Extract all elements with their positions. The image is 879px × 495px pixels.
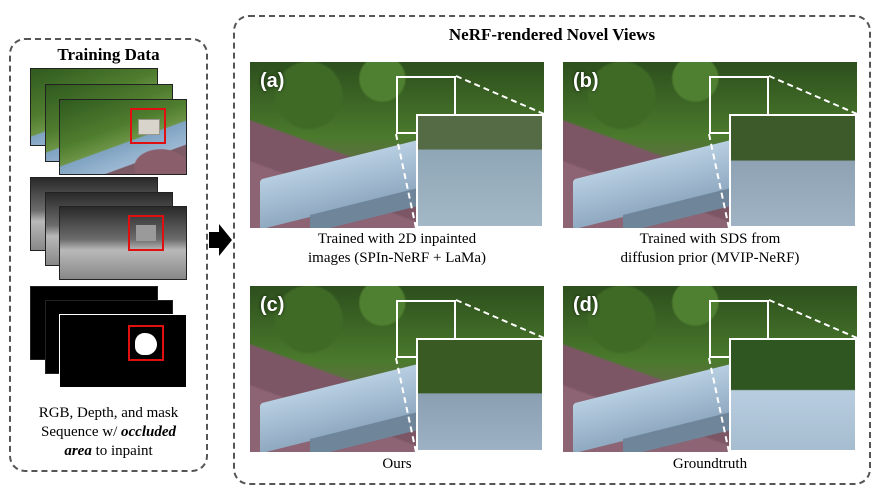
connector-line xyxy=(395,133,417,228)
rendered-view-image: (c) xyxy=(250,286,544,452)
training-caption-line1: RGB, Depth, and mask xyxy=(38,405,179,421)
connector-line xyxy=(455,299,544,339)
caption-emphasis: occluded xyxy=(121,424,176,440)
panel-label: (a) xyxy=(260,70,285,92)
zoom-connector-lines xyxy=(708,75,857,228)
rendered-view-image: (d) xyxy=(563,286,857,452)
rendered-view-image: (b) xyxy=(563,62,857,228)
rendered-view-image: (a) xyxy=(250,62,544,228)
training-data-panel xyxy=(9,38,208,472)
panel-label: (d) xyxy=(573,294,599,316)
panel-caption: Ours xyxy=(250,455,544,474)
connector-line xyxy=(455,75,544,115)
connector-line xyxy=(395,357,417,452)
zoom-connector-lines xyxy=(395,299,544,452)
panel-caption: Trained with SDS from diffusion prior (MV… xyxy=(563,230,857,268)
caption-line1: Trained with SDS from xyxy=(639,231,781,247)
occluding-object xyxy=(138,119,160,135)
novel-views-title: NeRF-rendered Novel Views xyxy=(448,25,656,44)
caption-text: to inpaint xyxy=(91,443,153,459)
training-caption-line3: area to inpaint xyxy=(9,442,208,461)
zoom-connector-lines xyxy=(708,299,857,452)
caption-line2: diffusion prior (MVIP-NeRF) xyxy=(620,250,800,266)
connector-line xyxy=(708,133,730,228)
panel-caption: Groundtruth xyxy=(563,455,857,474)
caption-emphasis: area xyxy=(64,443,92,459)
mask-blob xyxy=(135,333,157,355)
caption-line1: Ours xyxy=(382,456,412,472)
caption-line2: images (SPIn-NeRF + LaMa) xyxy=(307,250,486,266)
zoom-inset xyxy=(416,114,544,228)
panel-label: (b) xyxy=(573,70,599,92)
connector-line xyxy=(768,299,857,339)
zoom-inset xyxy=(729,114,857,228)
depth-object xyxy=(136,225,156,241)
occluded-area-box xyxy=(128,325,164,361)
caption-line1: Groundtruth xyxy=(672,456,748,472)
training-data-title: Training Data xyxy=(57,45,160,64)
caption-text: Sequence w/ xyxy=(41,424,121,440)
depth-frame-front xyxy=(59,206,187,280)
right-arrow-icon xyxy=(209,224,232,256)
connector-line xyxy=(768,75,857,115)
panel-caption: Trained with 2D inpainted images (SPIn-Ne… xyxy=(250,230,544,268)
zoom-inset xyxy=(416,338,544,452)
caption-line1: Trained with 2D inpainted xyxy=(317,231,477,247)
training-caption: RGB, Depth, and mask Sequence w/ occlude… xyxy=(9,404,208,461)
rgb-frame-front xyxy=(59,99,187,175)
novel-views-panel xyxy=(233,15,871,485)
zoom-connector-lines xyxy=(395,75,544,228)
occluded-area-box xyxy=(130,108,166,144)
panel-label: (c) xyxy=(260,294,285,316)
zoom-inset xyxy=(729,338,857,452)
training-caption-line2: Sequence w/ occluded xyxy=(9,423,208,442)
mask-frame-front xyxy=(59,314,187,388)
occluded-area-box xyxy=(128,215,164,251)
connector-line xyxy=(708,357,730,452)
